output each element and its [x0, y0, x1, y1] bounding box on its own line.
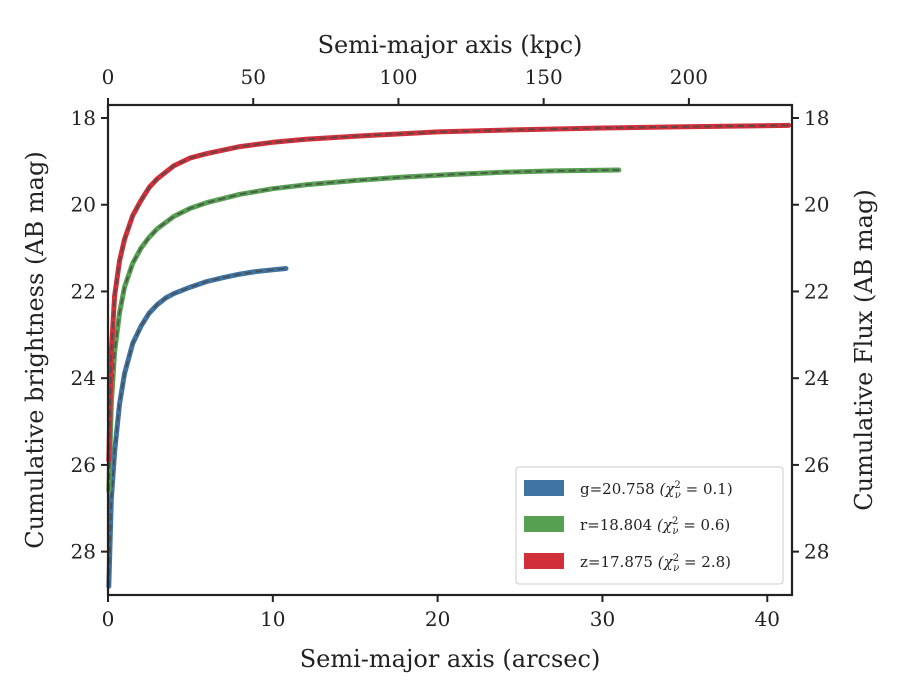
plot-frame [106, 103, 794, 597]
y-tick-label: 24 [71, 366, 96, 390]
y-tick-label: 26 [71, 453, 96, 477]
y-right-tick-label: 22 [804, 279, 829, 303]
legend-label-z: z=17.875 (χ2 ν = 2.8) [580, 553, 731, 574]
y-axis-title: Cumulative brightness (AB mag) [21, 151, 49, 548]
x-top-tick-label: 150 [525, 65, 563, 89]
legend: g=20.758 (χ2 ν = 0.1) r=18.804 (χ2 ν = 0.6… [515, 466, 784, 585]
tick-labels: 0 10 20 30 40 0 50 100 150 200 18 18 20 20 22 22 24 24 26 2… [71, 65, 830, 631]
x-top-tick-label: 50 [240, 65, 265, 89]
y-tick-label: 20 [71, 193, 96, 217]
legend-label-g: g=20.758 (χ2 ν = 0.1) [580, 480, 733, 501]
series-line-0 [106, 266, 289, 589]
series-model-line-2 [107, 124, 789, 461]
ticks-layer [101, 98, 799, 602]
x-top-axis-title: Semi-major axis (kpc) [318, 31, 583, 59]
legend-label-r: r=18.804 (χ2 ν = 0.6) [580, 516, 730, 537]
x-top-tick-label: 200 [670, 65, 708, 89]
x-top-tick-label: 0 [102, 65, 115, 89]
x-tick-label: 40 [755, 607, 780, 631]
y-tick-label: 18 [71, 106, 96, 130]
series-layer [106, 122, 792, 589]
series-model-line-1 [107, 169, 619, 491]
y-tick-label: 28 [71, 540, 96, 564]
y-right-tick-label: 24 [804, 366, 829, 390]
x-top-tick-label: 100 [379, 65, 417, 89]
legend-box [515, 466, 784, 585]
y-tick-label: 22 [71, 279, 96, 303]
y-right-tick-label: 28 [804, 540, 829, 564]
x-axis-title: Semi-major axis (arcsec) [300, 645, 601, 673]
y-right-tick-label: 18 [804, 106, 829, 130]
x-tick-label: 30 [590, 607, 615, 631]
legend-swatch-r [524, 516, 564, 532]
x-tick-label: 0 [102, 607, 115, 631]
x-tick-label: 10 [260, 607, 285, 631]
y-right-tick-label: 26 [804, 453, 829, 477]
legend-swatch-z [524, 553, 564, 569]
y-right-tick-label: 20 [804, 193, 829, 217]
x-tick-label: 20 [425, 607, 450, 631]
legend-swatch-g [524, 480, 564, 496]
y-right-axis-title: Cumulative Flux (AB mag) [850, 189, 878, 510]
